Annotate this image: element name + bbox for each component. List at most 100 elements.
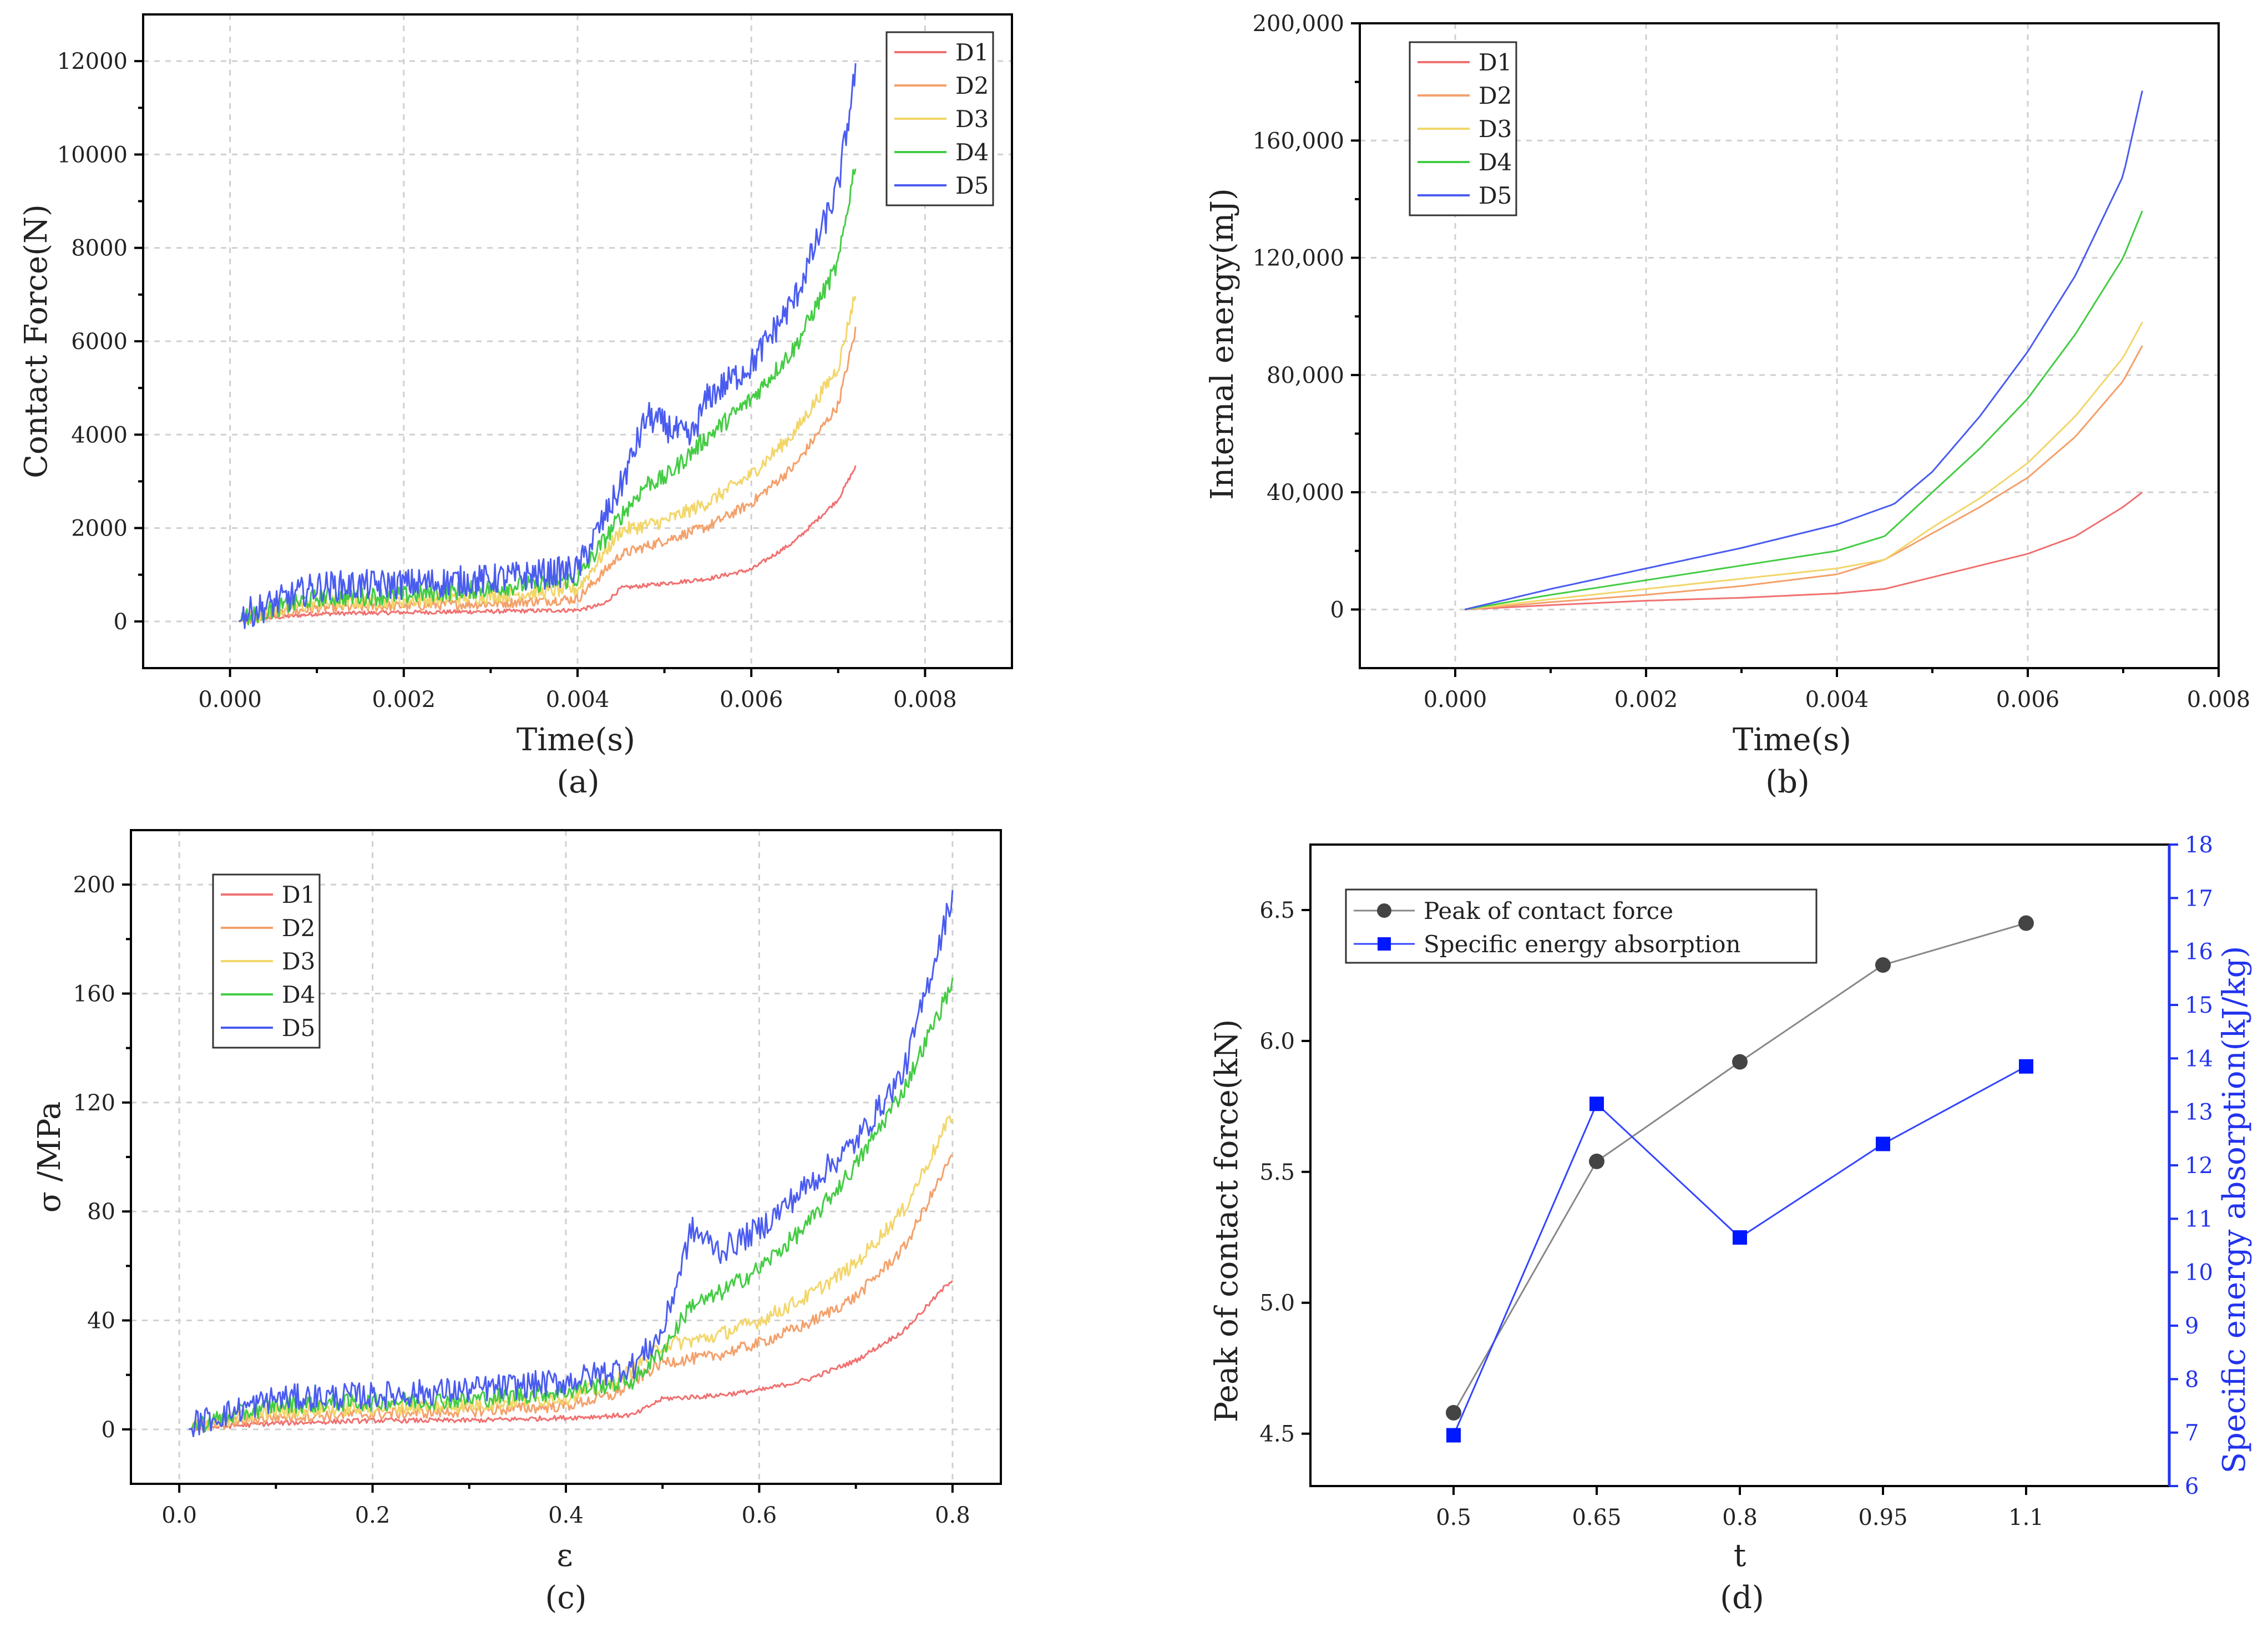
panel-c-y-axis-label: σ /MPa [32, 1101, 68, 1213]
panel-c-series [189, 890, 954, 1438]
panel-b-y-tick-label: 40,000 [1267, 480, 1344, 506]
panel-d-peak-force-point [1732, 1054, 1748, 1070]
panel-a-contact-force-chart: 0.000 0.002 0.004 0.006 0.008 0 2000 4000 6000 80… [18, 13, 1013, 800]
panel-d-legend-marker [1378, 937, 1391, 951]
panel-d-x-tick-label: 0.8 [1722, 1505, 1758, 1530]
panel-d-x-axis-label: t [1734, 1538, 1746, 1574]
panel-a-x-tick-label: 0.006 [720, 687, 783, 713]
panel-d-right-axis-label: Specific energy absorption(kJ/kg) [2216, 946, 2252, 1474]
panel-a-gridlines [143, 14, 1012, 668]
panel-a-y-tick-label: 2000 [71, 516, 128, 542]
panel-b-y-tick-label: 120,000 [1253, 246, 1344, 271]
panel-b-y-tick-label: 200,000 [1253, 11, 1344, 37]
panel-d-legend-label: Peak of contact force [1424, 897, 1673, 924]
panel-d-right-tick-label: 12 [2185, 1153, 2213, 1179]
panel-b-x-tick-label: 0.002 [1614, 687, 1678, 713]
panel-a-series-d5 [238, 63, 857, 629]
panel-d-x-tick-label: 0.65 [1572, 1505, 1621, 1530]
panel-d-left-axis-label: Peak of contact force(kN) [1209, 1019, 1245, 1423]
panel-d-peak-force-point [2018, 915, 2034, 931]
panel-d-x-tick-label: 0.95 [1858, 1505, 1907, 1530]
panel-b-legend-label: D5 [1479, 182, 1512, 209]
panel-c-y-tick-label: 0 [102, 1417, 115, 1443]
panel-b-internal-energy-chart: 0.000 0.002 0.004 0.006 0.008 0 40,000 80,000 12… [1204, 11, 2250, 800]
panel-a-legend-label: D1 [955, 39, 989, 66]
panel-a-x-tick-label: 0.008 [893, 687, 957, 713]
panel-a-y-tick-label: 0 [114, 609, 128, 635]
panel-c-x-tick-label: 0.4 [548, 1503, 584, 1528]
panel-d-right-tick-label: 9 [2185, 1313, 2199, 1339]
panel-a-y-tick-label: 10000 [57, 142, 128, 168]
panel-c-series-d1 [189, 1280, 954, 1431]
panel-a-legend-label: D4 [955, 139, 989, 166]
panel-a-legend-label: D3 [955, 105, 989, 133]
panel-c-series-d3 [189, 1115, 954, 1432]
panel-a-legend-label: D5 [955, 172, 989, 199]
panel-d-peak-force-point [1446, 1404, 1461, 1421]
panel-d-x-tick-label: 1.1 [2008, 1505, 2044, 1530]
panel-c-y-tick-label: 80 [87, 1199, 115, 1225]
panel-d-sea-point [1733, 1230, 1747, 1245]
panel-d-legend-marker [1377, 903, 1391, 918]
panel-d-series [1446, 915, 2034, 1443]
panel-b-legend-label: D3 [1479, 115, 1512, 143]
panel-a-series [238, 63, 857, 629]
panel-c-y-tick-label: 200 [73, 872, 115, 898]
panel-d-right-tick-label: 15 [2185, 993, 2213, 1018]
panel-c-legend-label: D4 [282, 981, 315, 1008]
panel-d-sea-point [1446, 1428, 1461, 1443]
panel-c-legend-label: D2 [282, 914, 315, 942]
panel-b-legend-label: D1 [1479, 49, 1512, 76]
panel-b-x-tick-label: 0.000 [1424, 687, 1487, 713]
panel-d-right-tick-label: 17 [2185, 886, 2213, 911]
panel-b-series-d4 [1464, 210, 2143, 610]
panel-b-ticks: 0.000 0.002 0.004 0.006 0.008 0 40,000 80,000 12… [1253, 11, 2251, 713]
panel-d-sea-point [2019, 1059, 2033, 1074]
panel-d-legend-label: Specific energy absorption [1424, 931, 1741, 958]
panel-c-caption: (c) [545, 1580, 586, 1616]
panel-a-y-tick-label: 8000 [71, 236, 128, 261]
panel-d-left-tick-label: 4.5 [1259, 1422, 1295, 1447]
panel-d-legend-box [1345, 888, 1818, 964]
panel-c-x-tick-label: 0.2 [355, 1503, 391, 1528]
panel-d-left-tick-label: 5.5 [1259, 1160, 1295, 1185]
panel-b-y-tick-label: 80,000 [1267, 363, 1344, 388]
panel-c-y-tick-label: 40 [87, 1308, 115, 1334]
panel-b-series-d5 [1464, 90, 2143, 610]
panel-d-dual-axis-chart: 0.5 0.65 0.8 0.95 1.1 4.5 5.0 5.5 6.0 6.5 6 7 8 9 10 11… [1209, 832, 2252, 1616]
panel-b-x-tick-label: 0.004 [1805, 687, 1869, 713]
panel-b-series-d3 [1465, 321, 2143, 610]
panel-d-left-tick-label: 6.5 [1259, 898, 1295, 923]
panel-d-ticks: 0.5 0.65 0.8 0.95 1.1 4.5 5.0 5.5 6.0 6.5 6 7 8 9 10 11… [1259, 832, 2213, 1530]
panel-a-series-d2 [239, 326, 857, 624]
panel-b-caption: (b) [1765, 764, 1810, 800]
panel-a-legend: D1 D2 D3 D4 D5 [885, 31, 994, 206]
panel-c-y-tick-label: 160 [73, 982, 115, 1007]
panel-d-sea-point [1589, 1097, 1604, 1111]
panel-d-right-tick-label: 14 [2185, 1046, 2213, 1072]
panel-c-legend-label: D1 [282, 881, 315, 908]
panel-c-stress-strain-chart: 0.0 0.2 0.4 0.6 0.8 0 40 80 120 160 200 D1 D2 D3 D4 D5… [32, 829, 1002, 1616]
panel-c-y-tick-label: 120 [73, 1090, 115, 1116]
panel-d-x-tick-label: 0.5 [1436, 1505, 1471, 1530]
panel-c-x-tick-label: 0.0 [161, 1503, 197, 1528]
panel-d-peak-force-point [1589, 1153, 1604, 1169]
panel-d-right-tick-label: 13 [2185, 1100, 2213, 1125]
panel-d-right-tick-label: 8 [2185, 1367, 2199, 1392]
panel-a-legend-label: D2 [955, 72, 989, 99]
panel-b-y-tick-label: 160,000 [1253, 128, 1344, 154]
panel-a-x-axis-label: Time(s) [517, 722, 635, 758]
panel-c-legend-label: D3 [282, 948, 315, 975]
panel-b-x-tick-label: 0.006 [1996, 687, 2060, 713]
panel-b-series-d1 [1465, 491, 2143, 610]
panel-a-ticks: 0.000 0.002 0.004 0.006 0.008 0 2000 4000 6000 80… [57, 49, 957, 713]
panel-b-y-axis-label: Internal energy(mJ) [1204, 188, 1241, 500]
panel-b-x-tick-label: 0.008 [2187, 687, 2251, 713]
panel-b-legend: D1 D2 D3 D4 D5 [1409, 41, 1517, 216]
panel-d-peak-force-point [1875, 957, 1891, 973]
panel-d-right-tick-label: 7 [2185, 1421, 2199, 1446]
panel-a-x-tick-label: 0.002 [372, 687, 436, 713]
panel-d-left-tick-label: 6.0 [1259, 1029, 1295, 1054]
